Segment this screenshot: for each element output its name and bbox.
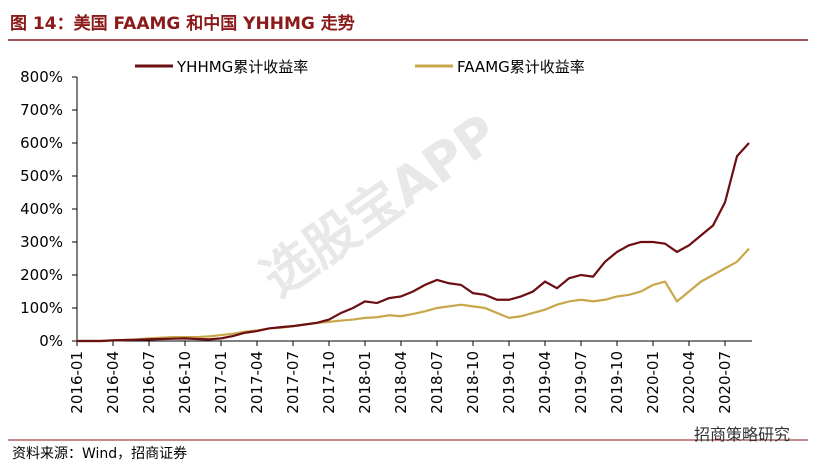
- source: 资料来源：Wind，招商证券: [12, 446, 187, 462]
- series-line: [77, 142, 750, 343]
- x-tick-label: 2020-04: [680, 351, 698, 414]
- x-tick-label: 2017-10: [320, 351, 338, 414]
- series-line: [77, 247, 750, 343]
- x-tick-label: 2019-10: [608, 351, 626, 414]
- watermark: 选股宝APP: [251, 103, 509, 308]
- y-tick-label: 200%: [20, 266, 63, 284]
- x-tick-label: 2020-01: [644, 351, 662, 414]
- legend-label: YHHMG累计收益率: [176, 58, 308, 76]
- x-tick-label: 2017-07: [284, 351, 302, 414]
- x-tick-label: 2016-10: [176, 351, 194, 414]
- x-tick-label: 2016-04: [104, 351, 122, 414]
- x-tick-label: 2016-07: [140, 351, 158, 414]
- y-tick-label: 600%: [20, 134, 63, 152]
- x-tick-label: 2018-04: [392, 351, 410, 414]
- brand: 招商策略研究: [694, 425, 790, 444]
- y-tick-label: 100%: [20, 299, 63, 317]
- x-tick-label: 2018-07: [428, 351, 446, 414]
- x-tick-label: 2019-04: [536, 351, 554, 414]
- x-tick-label: 2018-10: [464, 351, 482, 414]
- y-tick-label: 700%: [20, 101, 63, 119]
- x-tick-label: 2017-01: [212, 351, 230, 414]
- y-tick-label: 300%: [20, 233, 63, 251]
- y-tick-label: 0%: [39, 332, 63, 350]
- y-tick-label: 400%: [20, 200, 63, 218]
- x-tick-label: 2017-04: [248, 351, 266, 414]
- chart-title: 图 14：美国 FAAMG 和中国 YHHMG 走势: [10, 13, 355, 34]
- x-tick-label: 2019-01: [500, 351, 518, 414]
- x-tick-label: 2016-01: [68, 351, 86, 414]
- x-tick-label: 2019-07: [572, 351, 590, 414]
- y-tick-label: 800%: [20, 68, 63, 86]
- y-tick-label: 500%: [20, 167, 63, 185]
- x-tick-label: 2018-01: [356, 351, 374, 414]
- x-tick-label: 2020-07: [716, 351, 734, 414]
- legend-label: FAAMG累计收益率: [457, 58, 585, 76]
